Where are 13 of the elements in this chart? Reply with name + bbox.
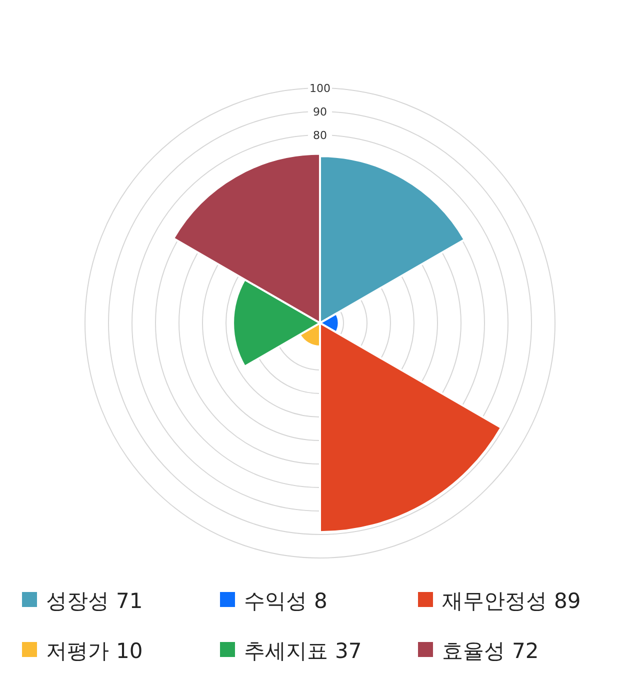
category-label: 재무안정성 (442, 589, 547, 613)
data-label: 72 (512, 639, 539, 663)
data-label: 10 (116, 639, 143, 663)
data-label: 89 (554, 589, 581, 613)
category-label: 저평가 (46, 639, 109, 663)
data-label: 71 (116, 589, 143, 613)
category-label: 효율성 (442, 639, 505, 663)
category-label: 추세지표 (244, 639, 328, 663)
category-label: 수익성 (244, 589, 307, 613)
data-label: 37 (335, 639, 362, 663)
ring-labels: 100 90 80 (308, 82, 332, 142)
category-label: 성장성 (46, 589, 109, 613)
data-label: 8 (314, 589, 328, 613)
